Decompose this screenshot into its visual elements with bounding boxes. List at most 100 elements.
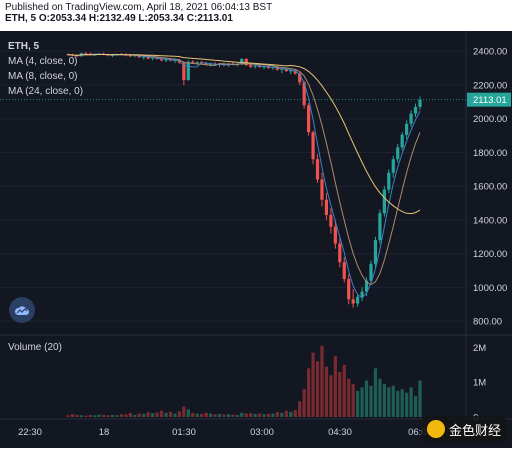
price-tick-label: 1800.00 (473, 148, 507, 159)
volume-bar (275, 412, 280, 417)
candle-body (302, 82, 306, 106)
candle-body (373, 240, 378, 264)
volume-bar (360, 387, 364, 417)
volume-bar (347, 378, 351, 417)
candle-body (249, 65, 253, 67)
chart-legend: ETH, 5 MA (4, close, 0) MA (8, close, 0)… (8, 39, 83, 99)
volume-bar (235, 414, 239, 417)
candle-body (382, 189, 386, 214)
ma-4-label[interactable]: MA (4, close, 0) (8, 56, 78, 67)
candle-body (360, 291, 364, 297)
ma-8-line (67, 53, 421, 286)
volume-bar (329, 375, 333, 417)
volume-bar (289, 411, 293, 417)
price-tick-label: 1400.00 (473, 215, 507, 226)
volume-bar (182, 406, 186, 417)
volume-bar (298, 401, 302, 417)
volume-bar (66, 415, 70, 417)
watermark-logo-icon (426, 420, 445, 438)
volume-bar (133, 414, 137, 417)
candle-body (275, 67, 280, 70)
cloud-glyph (14, 306, 29, 315)
volume-bar (244, 413, 248, 417)
volume-bar (226, 414, 231, 417)
volume-bar (373, 368, 378, 417)
volume-bar (146, 412, 150, 417)
volume-bar (369, 385, 373, 417)
candle-body (191, 61, 195, 64)
candle-body (110, 54, 115, 56)
candle-body (262, 66, 266, 68)
candle-body (128, 55, 132, 57)
candle-body (324, 199, 329, 215)
published-text: Published on TradingView.com, April 18, … (5, 2, 273, 13)
volume-bar (338, 371, 342, 417)
candle-body (204, 63, 208, 65)
chart-area[interactable]: 2400.00 2200.00 2000.00 1800.00 1600.00 1400.… (0, 31, 512, 448)
volume-bar (128, 412, 132, 417)
volume-bar (382, 383, 386, 417)
volume-bar (142, 413, 146, 417)
candle-body (364, 280, 369, 292)
price-tick-label: 1200.00 (473, 249, 507, 260)
volume-bar (79, 415, 83, 417)
candle-body (333, 226, 337, 244)
volume-bar (400, 389, 404, 417)
ma-8-label[interactable]: MA (8, close, 0) (8, 71, 78, 82)
volume-bar (413, 396, 418, 417)
volume-bar (115, 415, 119, 417)
volume-bar (200, 413, 204, 417)
x-tick-label: 01:30 (172, 427, 196, 438)
last-price-label: 2113.01 (473, 95, 507, 106)
candle-body (106, 54, 110, 56)
volume-bar (257, 413, 262, 417)
volume-bar (168, 411, 173, 417)
volume-bar (324, 366, 329, 417)
ma-24-label[interactable]: MA (24, close, 0) (8, 86, 84, 97)
volume-tick-label: 2M (473, 343, 486, 354)
candle-body (289, 70, 293, 72)
candle-body (298, 73, 302, 83)
watermark-text: 金色财经 (448, 422, 501, 438)
volume-bar (266, 413, 271, 417)
volume-bar (280, 412, 284, 417)
candle-body (142, 56, 146, 58)
candle-body (164, 59, 168, 61)
volume-bar (191, 412, 195, 417)
price-tick-label: 800.00 (473, 317, 502, 328)
volume-bar (124, 414, 128, 417)
candle-body (369, 263, 373, 281)
candle-body (378, 213, 382, 241)
price-tick-label: 2200.00 (473, 80, 507, 91)
volume-bar (88, 414, 92, 417)
volume-bar (315, 361, 320, 417)
volume-bar (284, 410, 288, 417)
candle-body (186, 61, 190, 80)
candle-body (208, 63, 213, 65)
candle-body (311, 132, 315, 160)
ohlc-readout: ETH, 5 O:2053.34 H:2132.49 L:2053.34 C:2… (5, 13, 233, 24)
volume-bar (320, 345, 324, 417)
volume-bar (84, 415, 88, 417)
volume-bar (387, 387, 391, 417)
x-tick-label: 06:00 (408, 427, 432, 438)
volume-bar (155, 412, 159, 417)
volume-bar (186, 409, 190, 417)
candle-body (253, 65, 257, 67)
volume-bar (213, 414, 217, 417)
volume-bar (356, 390, 360, 417)
candle-body (315, 159, 320, 180)
x-tick-label: 18 (99, 427, 110, 438)
candle-body (347, 279, 351, 300)
volume-bar (93, 415, 97, 417)
volume-bar (222, 414, 226, 417)
cloud-icon[interactable] (9, 297, 35, 323)
volume-tick-label: 1M (473, 378, 486, 389)
volume-bar (240, 412, 244, 417)
volume-bar (262, 414, 266, 417)
candle-body (159, 59, 164, 61)
price-tick-label: 2400.00 (473, 47, 507, 58)
volume-bar (342, 364, 346, 417)
candle-body (320, 179, 324, 200)
price-tick-label: 1000.00 (473, 283, 507, 294)
